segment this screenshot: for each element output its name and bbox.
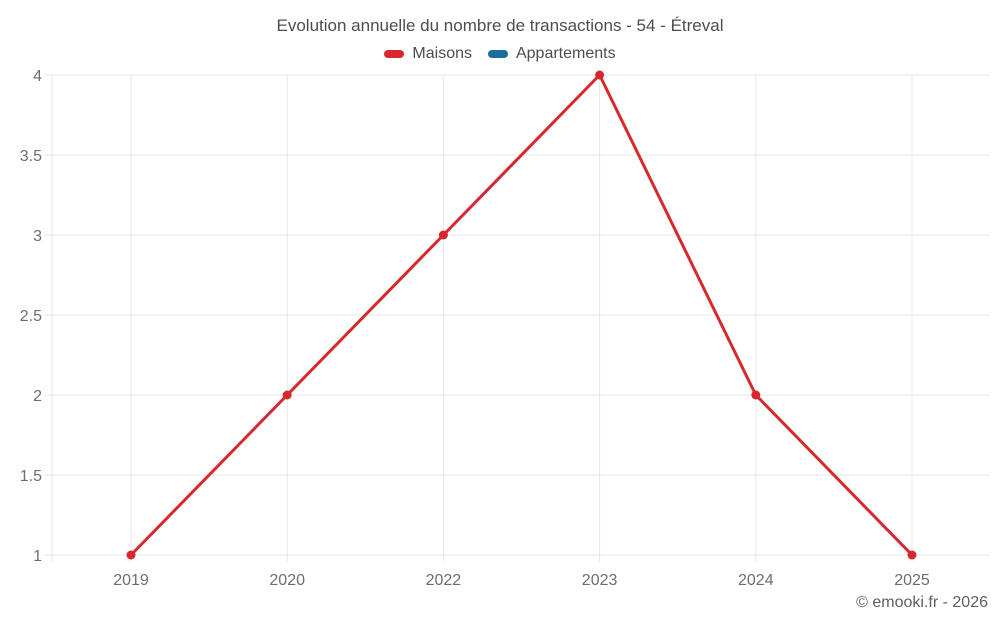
y-tick-label: 1	[33, 548, 42, 565]
legend-item-appartements[interactable]: Appartements	[487, 45, 616, 63]
series-line-maisons	[129, 73, 914, 557]
data-point-maisons	[438, 230, 448, 240]
x-tick-label: 2025	[894, 572, 930, 589]
y-tick-label: 2	[33, 388, 42, 405]
y-tick-label: 2.5	[20, 308, 42, 325]
y-tick-label: 3.5	[20, 148, 42, 165]
appartements-swatch-icon	[487, 50, 508, 58]
legend-item-maisons[interactable]: Maisons	[384, 45, 472, 63]
x-tick-label: 2022	[426, 572, 462, 589]
data-point-maisons	[751, 390, 761, 400]
data-point-maisons	[595, 70, 605, 80]
legend-label-appartements: Appartements	[515, 45, 616, 62]
x-tick-label: 2020	[269, 572, 305, 589]
y-tick-label: 3	[33, 228, 42, 245]
x-tick-label: 2024	[738, 572, 774, 589]
y-tick-label: 4	[33, 68, 42, 85]
data-point-maisons	[907, 550, 917, 560]
chart-title: Evolution annuelle du nombre de transact…	[276, 16, 724, 35]
chart-legend: Maisons Appartements	[0, 45, 1000, 63]
x-tick-label: 2019	[113, 572, 149, 589]
x-tick-label: 2023	[582, 572, 618, 589]
copyright-footer: © emooki.fr - 2026	[856, 594, 988, 611]
y-tick-label: 1.5	[20, 468, 42, 485]
data-point-maisons	[126, 550, 136, 560]
data-point-maisons	[282, 390, 292, 400]
maisons-swatch-icon	[384, 50, 405, 58]
legend-label-maisons: Maisons	[412, 45, 472, 62]
